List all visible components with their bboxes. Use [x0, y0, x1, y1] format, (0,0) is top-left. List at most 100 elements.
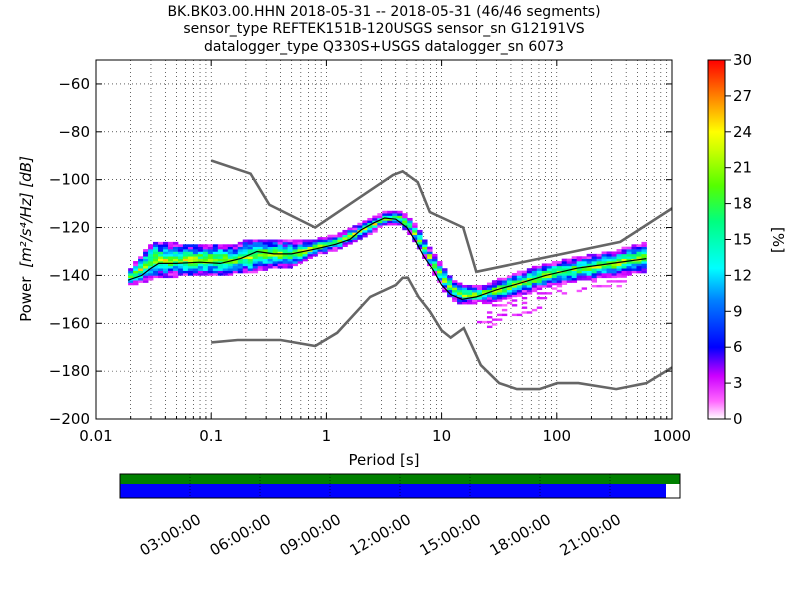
psd-cell — [172, 241, 179, 245]
psd-cell — [551, 277, 558, 281]
psd-cell — [631, 251, 637, 255]
psd-cell — [516, 287, 523, 291]
psd-cell — [148, 261, 154, 264]
psd-cell — [561, 275, 568, 279]
psd-cell — [526, 292, 533, 295]
psd-cell — [128, 282, 134, 286]
psd-cell — [606, 284, 612, 288]
psd-cell — [252, 265, 259, 269]
psd-cell — [636, 261, 642, 264]
psd-cell — [332, 239, 338, 243]
psd-cell — [472, 287, 478, 291]
psd-cell — [541, 282, 548, 286]
psd-cell — [277, 263, 284, 267]
psd-cell — [616, 275, 622, 278]
psd-cell — [586, 258, 593, 262]
psd-cell — [227, 268, 234, 271]
psd-cell — [452, 289, 458, 293]
psd-cell — [586, 261, 593, 264]
psd-cell — [397, 222, 403, 226]
psd-cell — [516, 313, 523, 317]
psd-cell — [207, 268, 214, 271]
psd-cell — [143, 256, 149, 259]
psd-cell — [237, 244, 244, 247]
psd-cell — [422, 244, 428, 247]
psd-cell — [242, 246, 249, 250]
psd-cell — [496, 318, 503, 321]
psd-cell — [571, 268, 578, 271]
psd-cell — [591, 263, 598, 267]
colorbar-label: [%] — [769, 227, 787, 253]
psd-cell — [297, 241, 303, 245]
psd-cell — [357, 227, 363, 231]
psd-cell — [252, 270, 259, 274]
psd-cell — [287, 249, 293, 252]
psd-cell — [257, 265, 264, 269]
psd-cell — [257, 263, 264, 267]
psd-cell — [217, 251, 224, 255]
psd-cell — [217, 268, 224, 271]
psd-cell — [158, 268, 164, 271]
psd-cell — [546, 265, 553, 269]
coverage-overview-bar — [120, 474, 680, 484]
psd-cell — [327, 234, 333, 238]
psd-cell — [138, 273, 144, 276]
psd-cell — [282, 249, 288, 252]
psd-cell — [217, 273, 224, 276]
psd-cell — [377, 222, 383, 226]
psd-cell — [332, 246, 338, 250]
psd-cell — [197, 263, 204, 267]
psd-cell — [377, 225, 383, 228]
psd-cell — [611, 273, 617, 276]
psd-cell — [148, 256, 154, 259]
psd-cell — [556, 280, 563, 283]
psd-cell — [511, 284, 518, 288]
psd-cell — [561, 292, 568, 295]
psd-cell — [182, 263, 189, 267]
psd-cell — [521, 284, 528, 288]
psd-cell — [462, 299, 468, 303]
psd-cell — [237, 256, 244, 259]
psd-cell — [566, 263, 573, 267]
psd-cell — [491, 323, 498, 326]
psd-cell — [182, 256, 189, 259]
psd-cell — [322, 249, 328, 252]
y-tick-label: −200 — [49, 410, 90, 428]
psd-cell — [247, 261, 254, 264]
psd-cell — [232, 246, 239, 250]
psd-cell — [153, 253, 159, 257]
psd-cell — [596, 253, 602, 257]
psd-cell — [232, 249, 239, 252]
psd-cell — [546, 277, 553, 281]
psd-cell — [486, 282, 493, 286]
psd-cell — [282, 256, 288, 259]
psd-cell — [476, 299, 483, 303]
psd-cell — [287, 246, 293, 250]
psd-cell — [257, 253, 264, 257]
psd-cell — [427, 256, 433, 259]
psd-cell — [347, 229, 353, 233]
psd-cell — [267, 253, 274, 257]
psd-cell — [292, 241, 298, 245]
psd-cell — [447, 294, 453, 298]
psd-cell — [467, 294, 473, 298]
psd-cell — [192, 270, 199, 274]
psd-cell — [212, 249, 219, 252]
low-noise-model — [211, 276, 672, 391]
psd-cell — [143, 258, 149, 262]
psd-cell — [641, 249, 647, 252]
psd-cell — [138, 256, 144, 259]
psd-cell — [207, 249, 214, 252]
psd-cell — [143, 275, 149, 279]
psd-cell — [526, 275, 533, 279]
psd-cell — [277, 244, 284, 247]
psd-cell — [187, 253, 194, 257]
psd-cell — [372, 222, 378, 226]
psd-cell — [496, 294, 503, 298]
psd-cell — [237, 249, 244, 252]
psd-cell — [257, 261, 264, 264]
psd-cell — [237, 246, 244, 250]
psd-cell — [257, 249, 264, 252]
psd-cell — [506, 277, 513, 281]
psd-cell — [212, 244, 219, 247]
